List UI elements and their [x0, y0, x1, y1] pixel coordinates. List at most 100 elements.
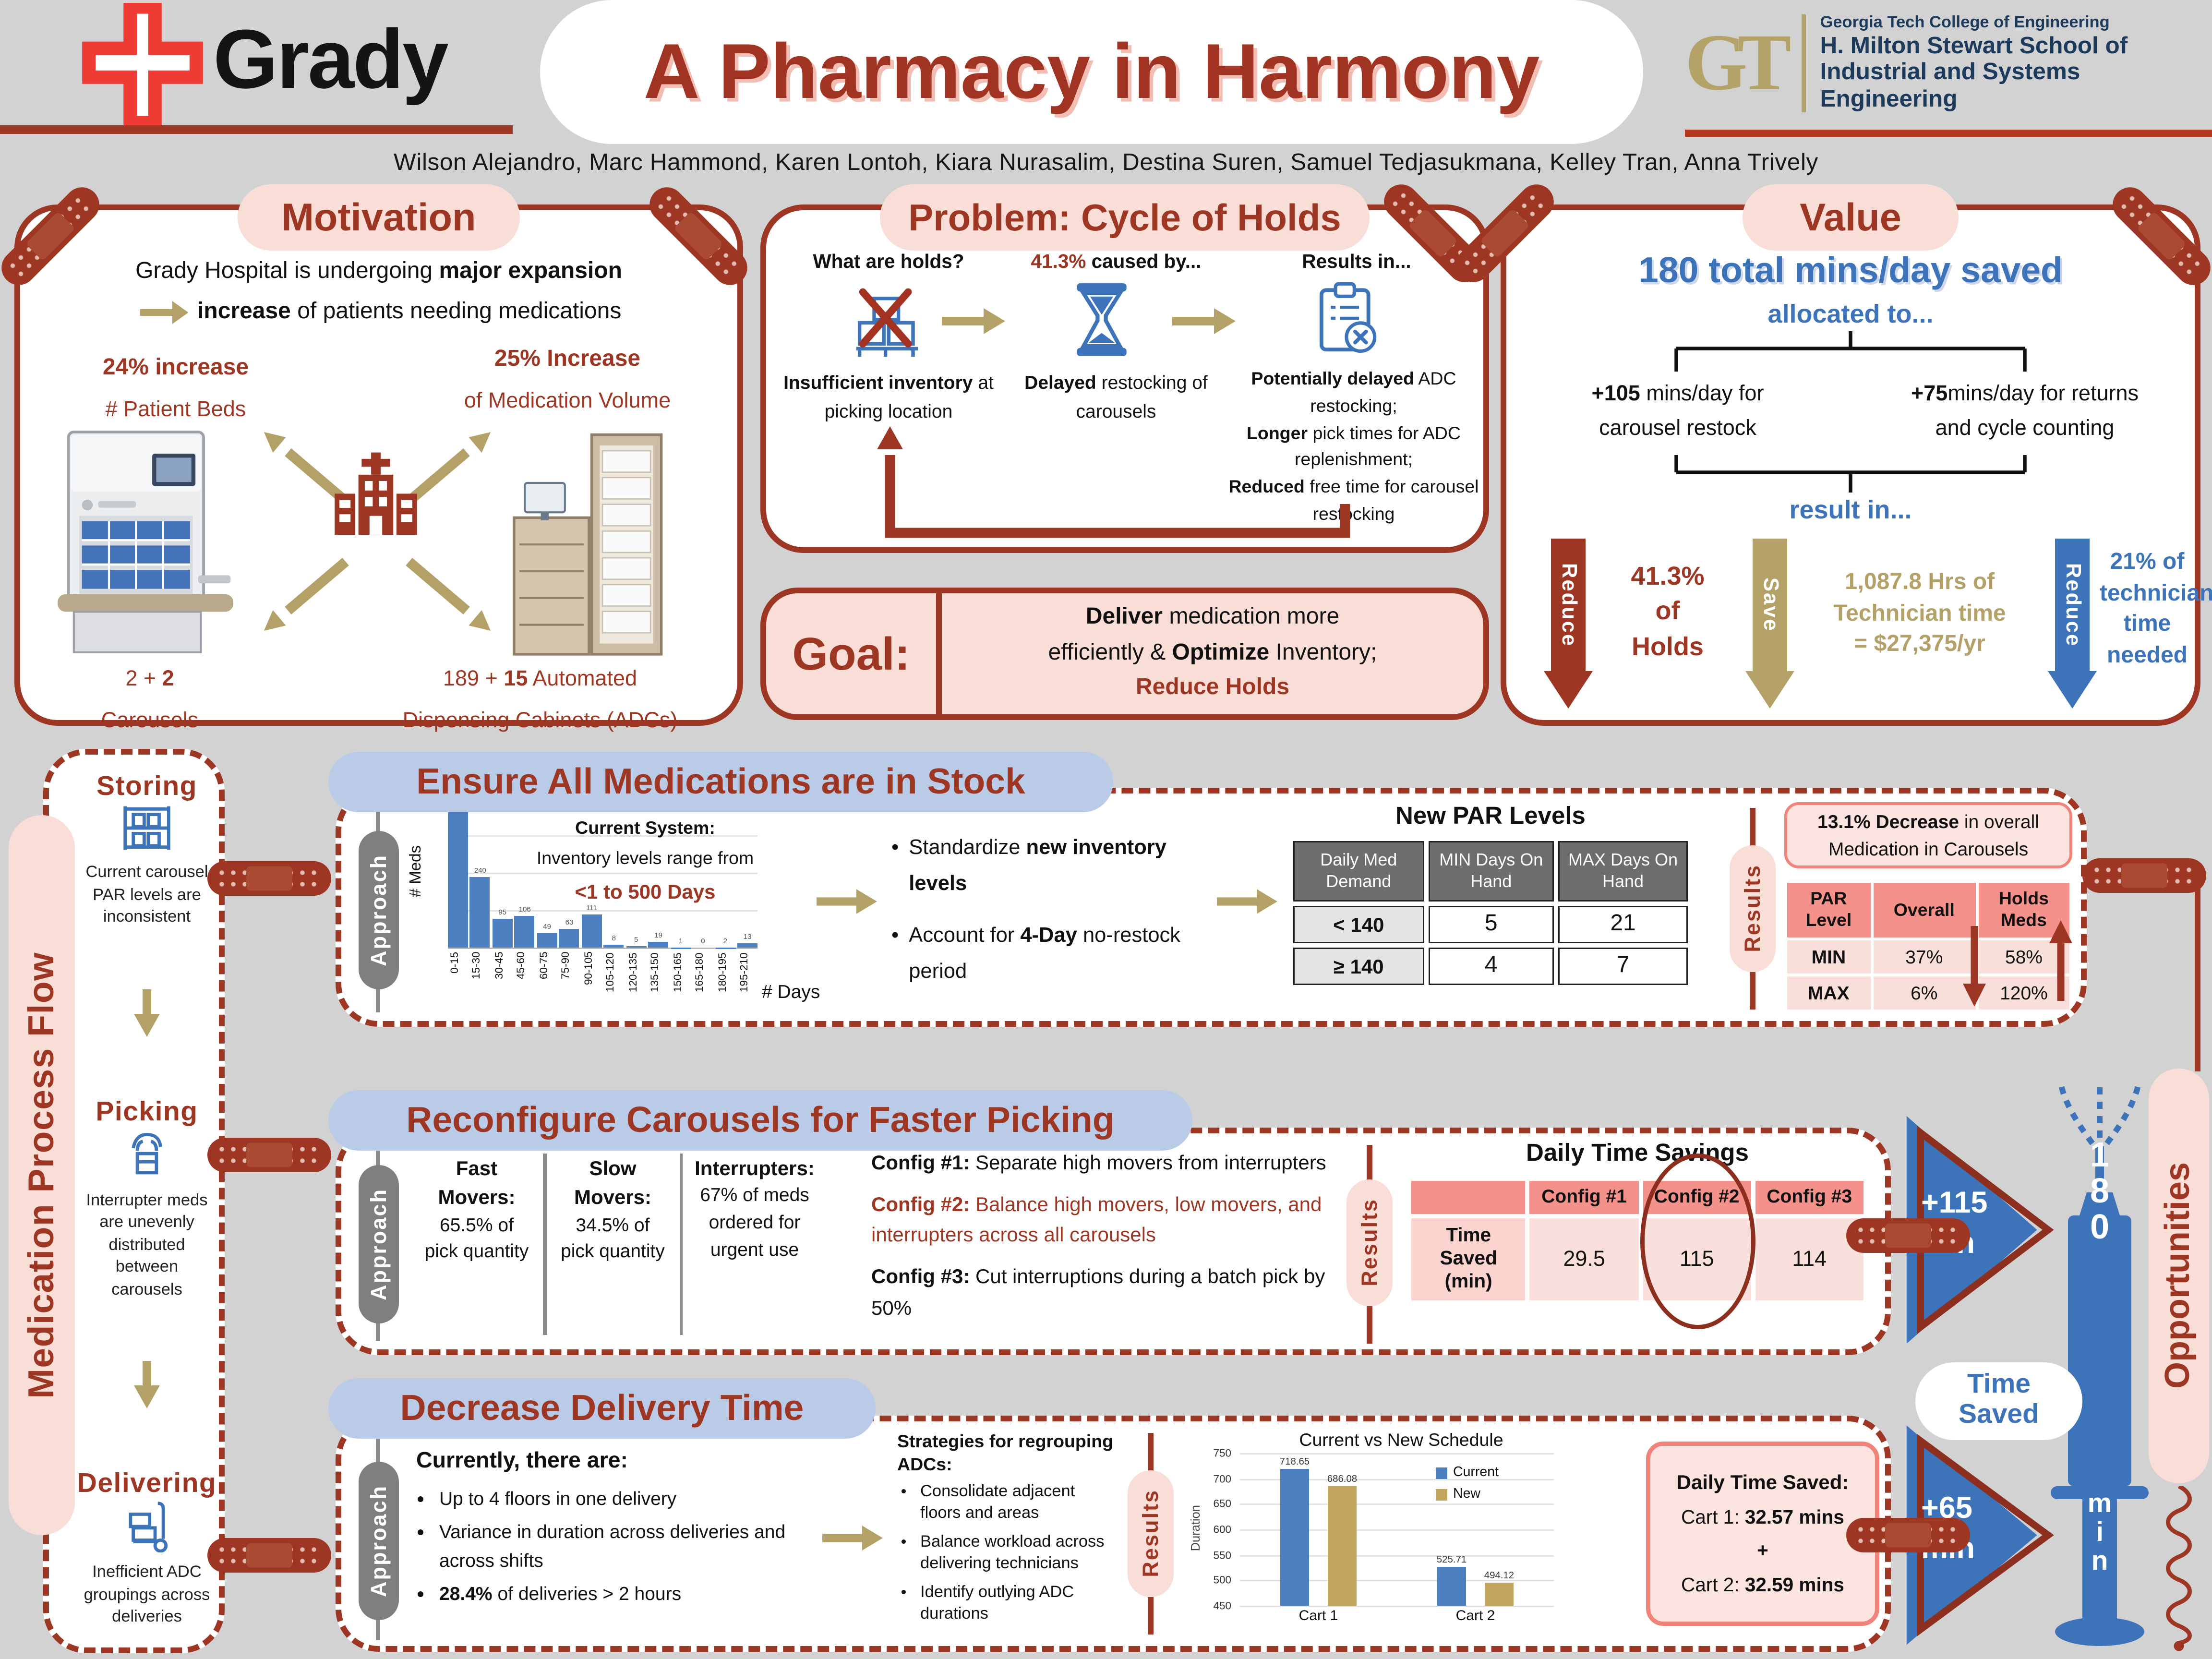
- bar-x-label: 135-150: [648, 952, 661, 992]
- bar-value-label: 0: [701, 938, 705, 946]
- bar: [1437, 1567, 1466, 1606]
- grady-underline: [0, 125, 513, 134]
- grady-cross-icon: [82, 3, 203, 127]
- bar-column: 525.71: [1434, 1453, 1469, 1606]
- legend-name: Current: [1453, 1465, 1499, 1480]
- value-title-pill: Value: [1743, 184, 1959, 251]
- motivation-box: Motivation Grady Hospital is undergoing …: [14, 184, 743, 733]
- y-tick-label: 450: [1213, 1599, 1231, 1612]
- flow-step-delivering: Delivering Inefficient ADC groupings acr…: [77, 1469, 217, 1627]
- bar-x-label: 195-210: [737, 952, 751, 992]
- config2: Config #2: Balance high movers, low move…: [871, 1192, 1322, 1247]
- y-tick-label: 500: [1213, 1574, 1231, 1587]
- histogram-bar-column: 111: [581, 799, 602, 948]
- save-time-text: 1,087.8 Hrs of Technician time = $27,375/y…: [1833, 570, 2006, 657]
- insufficient-inventory-icon: [856, 288, 918, 357]
- arrow-right-icon: [139, 301, 188, 324]
- histogram-bar-column: 63: [559, 799, 579, 948]
- bar-x-label: 120-135: [626, 952, 639, 992]
- gt-school-line2: Industrial and Systems Engineering: [1820, 60, 2080, 112]
- time-saved-badge: Time Saved: [1915, 1362, 2082, 1440]
- value-result-label: result in...: [1789, 495, 1912, 524]
- problem-col1-text: Insufficient inventory at picking locati…: [783, 372, 994, 421]
- histogram-bar-column: 0: [693, 799, 713, 948]
- result-bracket: [1674, 455, 2027, 493]
- bar-value-label: 525.71: [1436, 1555, 1467, 1566]
- section3-title-pill: Decrease Delivery Time: [328, 1378, 876, 1439]
- bar-column: 686.08: [1325, 1453, 1359, 1606]
- bandage-icon: [207, 861, 331, 896]
- config3: Config #3: Cut interruptions during a ba…: [871, 1264, 1325, 1319]
- histogram-bar-column: 2: [715, 799, 735, 948]
- histogram-bar-column: 240: [470, 799, 491, 948]
- par-cell: ≥ 140: [1293, 948, 1424, 985]
- hourglass-icon: [1077, 283, 1127, 356]
- mm-cell: 6%: [1873, 976, 1975, 1010]
- bar: [537, 933, 557, 948]
- column-divider: [543, 1154, 547, 1335]
- cycle-arrow: [877, 426, 1350, 538]
- process-flow-title-pill: Medication Process Flow: [9, 815, 75, 1535]
- bar-value-label: 111: [586, 904, 597, 914]
- strategy-bullet: Balance workload across delivering techn…: [920, 1532, 1116, 1576]
- current-bullet: Variance in duration across deliveries a…: [439, 1518, 814, 1576]
- bar: [671, 947, 691, 948]
- daily-time-savings-title: Daily Time Savings: [1526, 1139, 1749, 1166]
- legend-swatch-icon: [1436, 1467, 1447, 1479]
- dts-value: 29.5: [1530, 1218, 1638, 1300]
- poster-title-box: A Pharmacy in Harmony: [540, 0, 1643, 144]
- bar-value-label: 240: [474, 866, 486, 875]
- gt-school-line1: H. Milton Stewart School of: [1820, 33, 2128, 59]
- bar-value-label: 1: [678, 937, 683, 946]
- current-state-block: Currently, there are: Up to 4 floors in …: [416, 1444, 814, 1614]
- strategy-bullet: Consolidate adjacent floors and areas: [920, 1481, 1116, 1526]
- schedule-chart: Current vs New Schedule Duration 750 700 6…: [1188, 1430, 1626, 1640]
- legend-item: New: [1436, 1486, 1499, 1502]
- flow-step-storing: Storing Current carousel PAR levels are …: [85, 772, 208, 926]
- section3-results-pill: Results: [1128, 1470, 1174, 1597]
- problem-title-pill: Problem: Cycle of Holds: [880, 184, 1370, 251]
- problem-title: Problem: Cycle of Holds: [908, 195, 1341, 239]
- storing-shelf-icon: [123, 806, 170, 850]
- reduce-holds-arrow: Reduce: [1544, 539, 1593, 709]
- section1-title: Ensure All Medications are in Stock: [416, 761, 1025, 802]
- value-branch-returns: +75mins/day for returns and cycle countin…: [1911, 382, 2139, 441]
- mm-cell: MAX: [1787, 976, 1870, 1010]
- section1-bullets: • Standardize new inventory levels • Accou…: [891, 837, 1181, 984]
- category-label: Cart 2: [1455, 1609, 1495, 1624]
- dts-header: [1411, 1181, 1526, 1214]
- section3-box: Approach Currently, there are: Up to 4 f…: [336, 1416, 1891, 1652]
- daily-time-saved-box: Daily Time Saved: Cart 1: 32.57 mins + C…: [1646, 1442, 1879, 1626]
- grady-logo-text: Grady: [213, 13, 449, 107]
- bar-value-label: 494.12: [1484, 1572, 1515, 1582]
- carousel-caption: 2 + 2 Carousels: [101, 667, 199, 733]
- bandage-icon: [1846, 1218, 1970, 1253]
- gridline: [1240, 1503, 1554, 1505]
- mm-header: PAR Level: [1787, 883, 1870, 938]
- cart-xlabels: Cart 1 Cart 2: [1240, 1609, 1554, 1624]
- opportunities-pill: Opportunities: [2149, 1069, 2209, 1483]
- par-cell: 5: [1428, 906, 1554, 943]
- section1-results-pill: Results: [1730, 845, 1776, 972]
- histogram-bar-column: 49: [537, 799, 557, 948]
- bar-x-label: 0-15: [448, 952, 461, 974]
- stat-patient-beds: 24% increase # Patient Beds: [102, 356, 249, 422]
- histogram-xlabel: # Days: [762, 981, 820, 1002]
- reduce-tech-time-text: 21% of technician time needed: [2100, 550, 2212, 668]
- strategies-block: Strategies for regrouping ADCs: Consolid…: [897, 1430, 1116, 1633]
- value-box: Value 180 total mins/day saved allocated…: [1501, 184, 2212, 726]
- expansion-arrows-icon: [264, 432, 491, 631]
- georgia-tech-logo: GT Georgia Tech College of Engineering H…: [1685, 14, 2212, 113]
- arrow-right-icon: [1217, 889, 1277, 914]
- strategy-bullet: Identify outlying ADC durations: [920, 1582, 1116, 1627]
- category-label: Cart 1: [1298, 1609, 1338, 1624]
- bar-group: 718.65 686.08: [1277, 1453, 1359, 1606]
- bar-value-label: 19: [654, 932, 662, 941]
- current-bullet: Up to 4 floors in one delivery: [439, 1485, 814, 1514]
- value-headline: 180 total mins/day saved: [1638, 251, 2063, 291]
- flow-step-picking: Picking Interrupter meds are unevenly di…: [86, 1097, 208, 1299]
- histogram-bar-column: 8: [603, 799, 624, 948]
- histogram-annotation: Current System: Inventory levels range f…: [536, 818, 754, 902]
- arrow-down-icon: [134, 988, 160, 1036]
